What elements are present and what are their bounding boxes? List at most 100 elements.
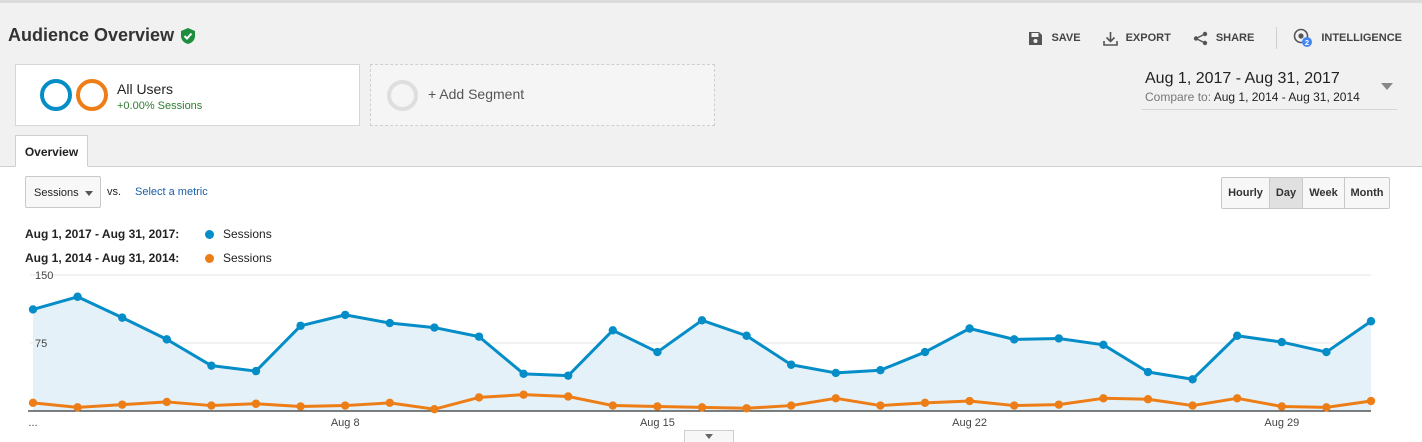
data-point	[876, 366, 885, 375]
legend-range: Aug 1, 2017 - Aug 31, 2017:	[25, 227, 180, 241]
data-point	[1010, 335, 1019, 344]
data-point	[1099, 394, 1108, 403]
data-point	[1054, 334, 1064, 343]
legend-range: Aug 1, 2014 - Aug 31, 2014:	[25, 251, 180, 265]
data-point	[1054, 400, 1064, 409]
data-point	[1277, 402, 1287, 411]
granularity-month[interactable]: Month	[1344, 178, 1389, 208]
data-point	[474, 393, 484, 402]
legend-series: Sessions	[223, 251, 272, 265]
legend-dot	[205, 253, 214, 263]
date-range-picker[interactable]: Aug 1, 2017 - Aug 31, 2017 Compare to: A…	[1141, 68, 1397, 110]
data-point	[965, 324, 974, 333]
floppy-disk-icon	[1029, 31, 1043, 45]
data-point	[1233, 331, 1242, 340]
data-point	[1366, 396, 1376, 406]
add-segment-ring-icon	[387, 80, 418, 111]
add-segment-button[interactable]: + Add Segment	[370, 64, 715, 126]
segment-ring-blue-icon	[40, 79, 72, 111]
tab-overview[interactable]: Overview	[15, 135, 88, 167]
save-button[interactable]: SAVE	[1028, 31, 1081, 46]
page-title: Audience Overview	[8, 25, 196, 46]
data-point	[831, 394, 840, 403]
x-tick-label: Aug 29	[1264, 417, 1299, 429]
data-point	[1366, 317, 1376, 326]
y-tick-label: 75	[35, 338, 47, 350]
intelligence-badge: 2	[1305, 38, 1309, 47]
data-point	[876, 401, 885, 410]
data-point	[162, 397, 171, 407]
data-point	[118, 400, 127, 409]
granularity-toggle: Hourly Day Week Month	[1221, 177, 1390, 209]
data-point	[519, 390, 528, 399]
legend-series: Sessions	[223, 227, 272, 241]
granularity-day[interactable]: Day	[1269, 178, 1302, 208]
metric-dropdown[interactable]: Sessions	[25, 176, 101, 208]
data-point	[296, 402, 305, 411]
compare-value: Aug 1, 2014 - Aug 31, 2014	[1213, 90, 1360, 104]
verified-shield-icon	[181, 27, 196, 44]
collapse-chart-button[interactable]	[684, 430, 734, 442]
data-point	[1188, 375, 1197, 384]
data-point	[118, 313, 127, 322]
select-metric-link[interactable]: Select a metric	[135, 186, 208, 198]
data-point	[653, 402, 662, 411]
data-point	[965, 396, 974, 406]
y-tick-label: 150	[35, 270, 53, 282]
data-point	[1322, 403, 1331, 412]
header-bar: Audience Overview SAVE EXPORT	[0, 0, 1422, 56]
export-button[interactable]: EXPORT	[1102, 31, 1171, 46]
data-point	[697, 316, 707, 325]
data-point	[207, 361, 216, 370]
data-point	[787, 401, 796, 410]
series-area-fill	[33, 296, 1371, 411]
share-label: SHARE	[1215, 32, 1255, 44]
intelligence-button[interactable]: 2 INTELLIGENCE	[1293, 28, 1402, 48]
data-point	[1143, 395, 1153, 404]
x-tick-label: ...	[28, 417, 37, 429]
data-point	[207, 401, 216, 410]
data-point	[251, 399, 261, 408]
data-point	[73, 403, 82, 412]
data-point	[1188, 401, 1197, 410]
data-point	[787, 360, 796, 369]
data-point	[28, 305, 38, 314]
legend-item: Aug 1, 2017 - Aug 31, 2017: Sessions	[25, 227, 272, 241]
date-range-main: Aug 1, 2017 - Aug 31, 2017	[1145, 70, 1340, 87]
data-point	[519, 369, 528, 379]
data-point	[1277, 337, 1287, 347]
data-point	[1099, 340, 1108, 350]
data-point	[341, 310, 350, 320]
granularity-week[interactable]: Week	[1302, 178, 1344, 208]
data-point	[608, 326, 617, 335]
data-point	[474, 332, 484, 341]
export-label: EXPORT	[1125, 32, 1171, 44]
data-point	[28, 398, 38, 408]
header-actions: SAVE EXPORT SHARE 2	[1006, 27, 1402, 49]
segment-all-users[interactable]: All Users +0.00% Sessions	[15, 64, 360, 126]
actions-divider	[1276, 27, 1278, 49]
x-tick-label: Aug 8	[331, 417, 360, 429]
data-point	[430, 323, 439, 332]
segment-ring-orange-icon	[76, 79, 108, 111]
save-label: SAVE	[1051, 32, 1081, 44]
granularity-hourly[interactable]: Hourly	[1228, 187, 1263, 199]
data-point	[385, 318, 394, 328]
legend-item: Aug 1, 2014 - Aug 31, 2014: Sessions	[25, 251, 272, 265]
data-point	[742, 331, 751, 340]
share-button[interactable]: SHARE	[1193, 31, 1255, 46]
data-point	[831, 368, 840, 378]
compare-label: Compare to:	[1145, 90, 1212, 104]
data-point	[296, 321, 305, 330]
data-point	[1322, 347, 1331, 357]
data-point	[341, 401, 350, 410]
caret-down-icon	[705, 434, 713, 439]
tab-bar-border	[0, 166, 1422, 167]
data-point	[1010, 401, 1019, 410]
data-point	[73, 292, 82, 301]
segment-name: All Users	[117, 81, 174, 97]
share-icon	[1193, 31, 1208, 45]
data-point	[920, 347, 930, 357]
add-segment-label: + Add Segment	[428, 86, 525, 102]
data-point	[920, 398, 930, 408]
